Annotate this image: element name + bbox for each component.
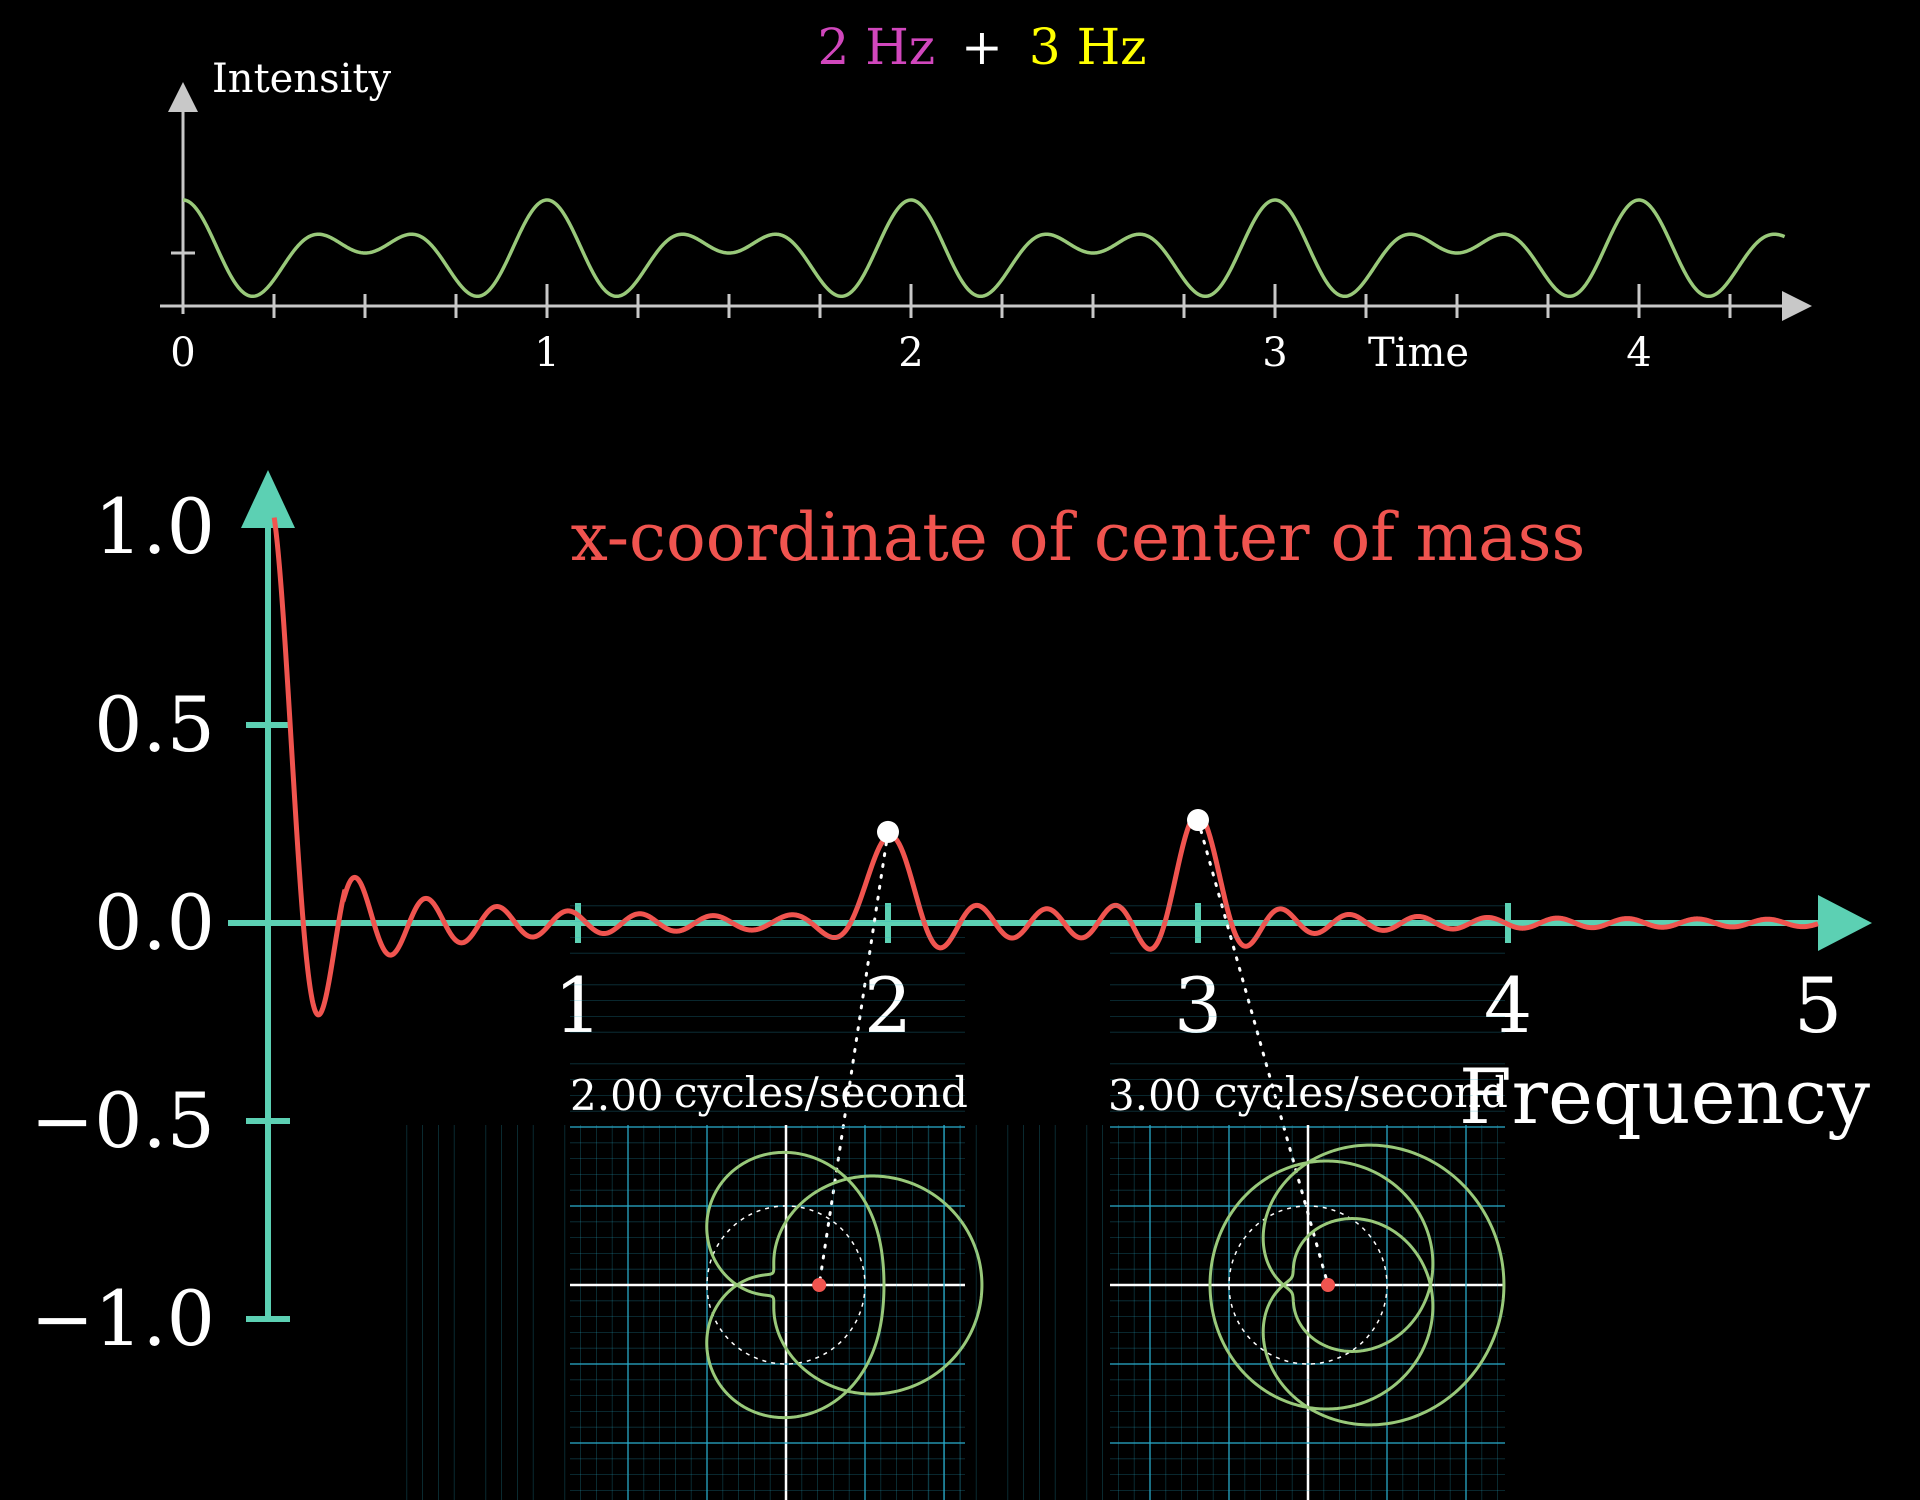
title-plus: + <box>961 18 1003 76</box>
signal-chart: Intensity Time 0 1 2 3 4 <box>160 56 1812 376</box>
x-axis-arrowhead <box>1782 291 1812 321</box>
inset-link-lines <box>817 818 1330 1287</box>
highlighted-points <box>877 809 1209 843</box>
wound-signal-curve <box>705 1150 984 1420</box>
inset-frequency-unit: cycles/second <box>674 1068 968 1117</box>
inset-frequency-value: 3.00 <box>1108 1071 1202 1120</box>
value-tick-label: 1.0 <box>94 482 215 571</box>
x-axis-label-time: Time <box>1368 330 1469 376</box>
frequency-tick-label: 1 <box>554 961 602 1050</box>
center-of-mass-dot <box>812 1278 827 1292</box>
unit-circle <box>706 1205 866 1365</box>
title-3hz: 3 Hz <box>1029 18 1147 76</box>
fourier-axes <box>228 470 1872 1322</box>
value-tick-label: 0.0 <box>94 878 215 967</box>
frequency-tick-label: 2 <box>864 961 912 1050</box>
dotted-connector <box>1196 818 1330 1287</box>
center-of-mass-dot <box>1321 1278 1335 1292</box>
inset-grid <box>928 905 1505 1500</box>
fourier-tick-labels: 1 2 3 4 5 1.0 0.5 0.0 −0.5 −1.0 <box>30 482 1842 1363</box>
value-axis-arrowhead <box>241 470 295 528</box>
value-tick-label: −0.5 <box>30 1076 215 1165</box>
time-tick-label: 0 <box>170 330 195 376</box>
time-tick-label: 2 <box>898 330 923 376</box>
inset-frequency-value: 2.00 <box>570 1071 664 1120</box>
winding-inset-3hz: 3.00 cycles/second <box>928 905 1508 1500</box>
time-tick-labels: 0 1 2 3 4 <box>170 330 1651 376</box>
value-tick-label: −1.0 <box>30 1274 215 1363</box>
y-axis-label-intensity: Intensity <box>212 56 391 102</box>
fourier-chart: x-coordinate of center of mass 1 2 3 4 5 1.0 0… <box>30 470 1872 1363</box>
highlighted-point <box>877 820 899 843</box>
time-tick-label: 1 <box>534 330 559 376</box>
winding-inset-2hz: 2.00 cycles/second <box>406 905 984 1500</box>
frequency-tick-label: 5 <box>1794 961 1842 1050</box>
frequency-tick-label: 4 <box>1484 961 1532 1050</box>
inset-grid <box>406 905 965 1500</box>
unit-circle <box>1228 1205 1388 1365</box>
x-axis-label-frequency: Frequency <box>1459 1052 1870 1141</box>
frequency-tick-label: 3 <box>1174 961 1222 1050</box>
time-tick-label: 3 <box>1262 330 1287 376</box>
value-tick-label: 0.5 <box>94 680 215 769</box>
fourier-curve <box>271 517 1819 1018</box>
unit-circle-dashed <box>706 1205 866 1365</box>
fourier-title: x-coordinate of center of mass <box>571 499 1586 576</box>
unit-circle-dashed <box>1228 1205 1388 1365</box>
signal-curve <box>182 198 1786 299</box>
y-axis-arrowhead <box>168 82 198 112</box>
highlighted-point <box>1187 809 1209 832</box>
inset-frequency-unit: cycles/second <box>1214 1068 1508 1117</box>
chart-title: 2 Hz + 3 Hz <box>817 18 1146 76</box>
frequency-axis-arrowhead <box>1818 895 1872 951</box>
time-tick-label: 4 <box>1626 330 1651 376</box>
wound-signal-curve <box>1208 1143 1506 1427</box>
dotted-connector <box>817 830 890 1287</box>
signal-axes <box>160 82 1812 321</box>
title-2hz: 2 Hz <box>817 18 935 76</box>
